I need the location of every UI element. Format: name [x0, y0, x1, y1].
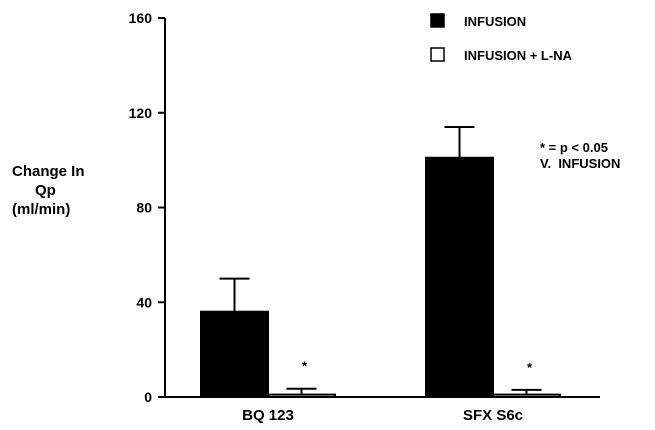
x-tick-label: BQ 123	[242, 407, 294, 424]
y-axis-label-line-1: Change In	[12, 163, 85, 180]
y-axis-label: Change In Qp (ml/min)	[12, 163, 85, 218]
legend-label-infusion-lna: INFUSION + L-NA	[464, 48, 573, 63]
bar	[492, 393, 561, 399]
bar	[425, 156, 494, 398]
y-axis-label-line-3: (ml/min)	[12, 201, 70, 218]
y-axis-label-line-2: Qp	[35, 182, 56, 199]
annotation-line-2: V. INFUSION	[540, 156, 620, 171]
significance-marker: *	[302, 359, 308, 374]
legend-swatch-infusion-lna	[430, 47, 445, 62]
y-tick-label: 0	[144, 389, 152, 405]
significance-annotation: * = p < 0.05 V. INFUSION	[540, 140, 620, 171]
legend-swatch-infusion	[430, 13, 445, 28]
significance-marker: *	[527, 360, 533, 375]
bar	[267, 393, 336, 399]
y-tick-label: 160	[129, 10, 153, 26]
plot-area: 0 40 80 120 160 BQ 123 * SFX S6c *	[129, 10, 600, 424]
y-tick-label: 120	[129, 105, 153, 121]
y-tick-label: 80	[136, 200, 152, 216]
y-tick-label: 40	[136, 294, 152, 310]
bar	[200, 310, 269, 399]
x-tick-label: SFX S6c	[463, 407, 523, 424]
legend: INFUSION INFUSION + L-NA	[430, 13, 573, 63]
annotation-line-1: * = p < 0.05	[540, 140, 608, 155]
legend-label-infusion: INFUSION	[464, 14, 526, 29]
